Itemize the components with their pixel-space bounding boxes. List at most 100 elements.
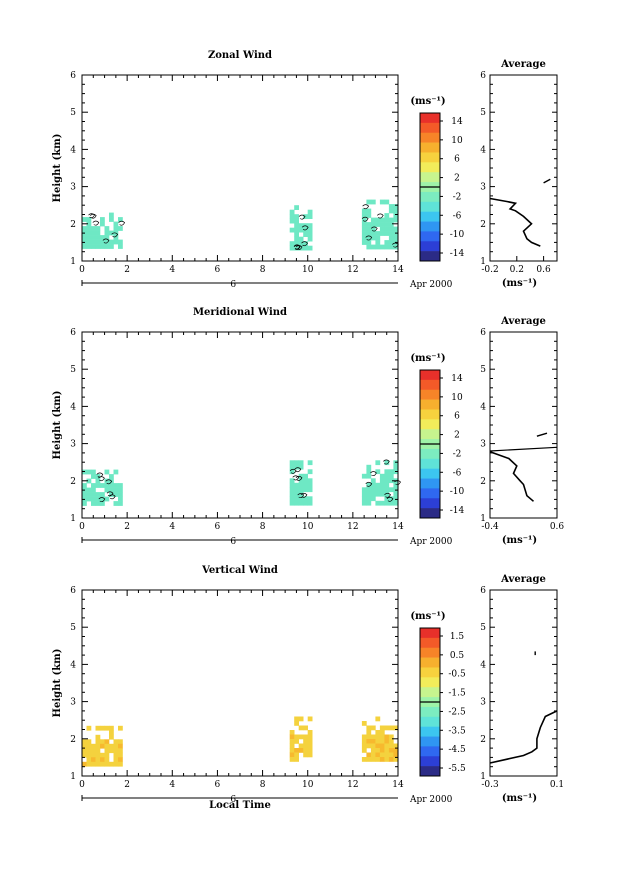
avg-y-tick-label: 1 — [480, 772, 486, 782]
patch-cell — [384, 757, 390, 762]
colorbar-swatch — [420, 667, 440, 678]
patch-cell — [361, 721, 367, 726]
patch-cell — [366, 757, 372, 762]
patch-cell — [379, 478, 385, 484]
patch-cell — [379, 757, 385, 762]
patch-cell — [118, 226, 123, 231]
colorbar-swatch — [420, 429, 440, 440]
y-axis-label: Height (km) — [52, 391, 63, 460]
patch-cell — [82, 752, 87, 758]
patch-cell — [303, 487, 308, 493]
patch-cell — [307, 223, 313, 228]
y-tick-label: 5 — [70, 108, 76, 118]
patch-cell — [86, 221, 92, 227]
contour-line — [365, 235, 373, 241]
patch-cell — [384, 226, 390, 232]
patch-cell — [95, 743, 101, 749]
avg-y-tick-label: 5 — [480, 365, 486, 375]
colorbar-tick-label: -14 — [450, 506, 465, 516]
patch-cell — [393, 204, 399, 209]
x-tick-label: 0 — [79, 780, 85, 790]
colorbar-tick-label: 6 — [454, 412, 460, 422]
contour-line — [111, 232, 119, 238]
patch-cell — [86, 487, 92, 493]
patch-cell — [294, 491, 299, 497]
patch-cell — [109, 474, 114, 479]
colorbar-swatch — [420, 637, 440, 649]
patch-cell — [388, 244, 394, 250]
patch-cell — [113, 226, 119, 231]
y-tick-label: 3 — [70, 183, 76, 193]
colorbar-swatch — [420, 706, 440, 718]
patch-cell — [370, 226, 376, 232]
colorbar-swatch — [420, 468, 440, 479]
patch-cell — [95, 761, 101, 767]
patch-cell — [393, 752, 399, 758]
colorbar-swatch — [420, 478, 440, 489]
colorbar-swatch — [420, 152, 440, 163]
avg-y-tick-label: 1 — [480, 514, 486, 524]
patch-cell — [118, 748, 123, 754]
patch-cell — [384, 244, 390, 250]
x-tick-label: 8 — [260, 780, 266, 790]
patch-cell — [379, 482, 385, 488]
patch-cell — [375, 222, 381, 227]
patch-cell — [375, 231, 381, 236]
patch-cell — [375, 743, 381, 749]
avg-y-tick-label: 4 — [480, 660, 486, 670]
patch-cell — [104, 496, 110, 502]
patch-cell — [109, 725, 114, 731]
x-tick-label: 8 — [260, 265, 266, 275]
patch-cell — [298, 748, 304, 753]
average-title: Average — [500, 59, 546, 70]
avg-x-tick-label: -0.3 — [481, 780, 499, 790]
avg-y-tick-label: 3 — [480, 440, 486, 450]
patch-cell — [384, 217, 390, 223]
patch-cell — [104, 757, 110, 763]
patch-cell — [82, 226, 87, 231]
patch-cell — [82, 235, 87, 240]
colorbar-swatch — [420, 508, 440, 519]
patch-cell — [298, 487, 304, 493]
patch-cell — [384, 469, 390, 475]
contour-line — [92, 220, 100, 226]
patch-cell — [298, 725, 304, 731]
patch-cell — [86, 761, 92, 767]
patch-cell — [104, 761, 110, 767]
average-profile-upper — [543, 178, 551, 184]
contour-line — [370, 471, 377, 477]
panel-title: Vertical Wind — [201, 565, 278, 576]
patch-cell — [384, 752, 390, 758]
patch-cell — [375, 734, 381, 740]
colorbar-swatch — [420, 736, 440, 747]
patch-cell — [388, 222, 394, 227]
patch-cell — [294, 236, 299, 242]
patch-cell — [393, 500, 399, 506]
patch-cell — [294, 716, 299, 722]
patch-cell — [388, 496, 394, 502]
colorbar-tick-label: 10 — [451, 393, 463, 403]
avg-x-axis-label: (ms⁻¹) — [502, 535, 537, 546]
patch-cell — [91, 230, 96, 236]
patch-cell — [91, 743, 96, 749]
patch-cell — [289, 752, 295, 758]
colorbar-tick-label: -10 — [450, 487, 465, 497]
patch-cell — [100, 492, 105, 497]
patch-cell — [86, 752, 92, 758]
patch-cell — [375, 500, 381, 506]
patch-cell — [393, 226, 399, 232]
patch-cell — [361, 491, 367, 497]
colorbar-swatch — [420, 113, 440, 124]
y-tick-label: 3 — [70, 698, 76, 708]
patch-cell — [95, 235, 101, 240]
patch-cell — [361, 240, 367, 245]
patch-cell — [289, 739, 295, 744]
contour-line — [118, 220, 126, 226]
patch-cell — [113, 235, 119, 240]
patch-cell — [393, 482, 399, 488]
y-tick-label: 4 — [70, 660, 76, 670]
contour-line — [289, 468, 297, 474]
patch-cell — [375, 739, 381, 744]
x-tick-label: 6 — [215, 780, 221, 790]
